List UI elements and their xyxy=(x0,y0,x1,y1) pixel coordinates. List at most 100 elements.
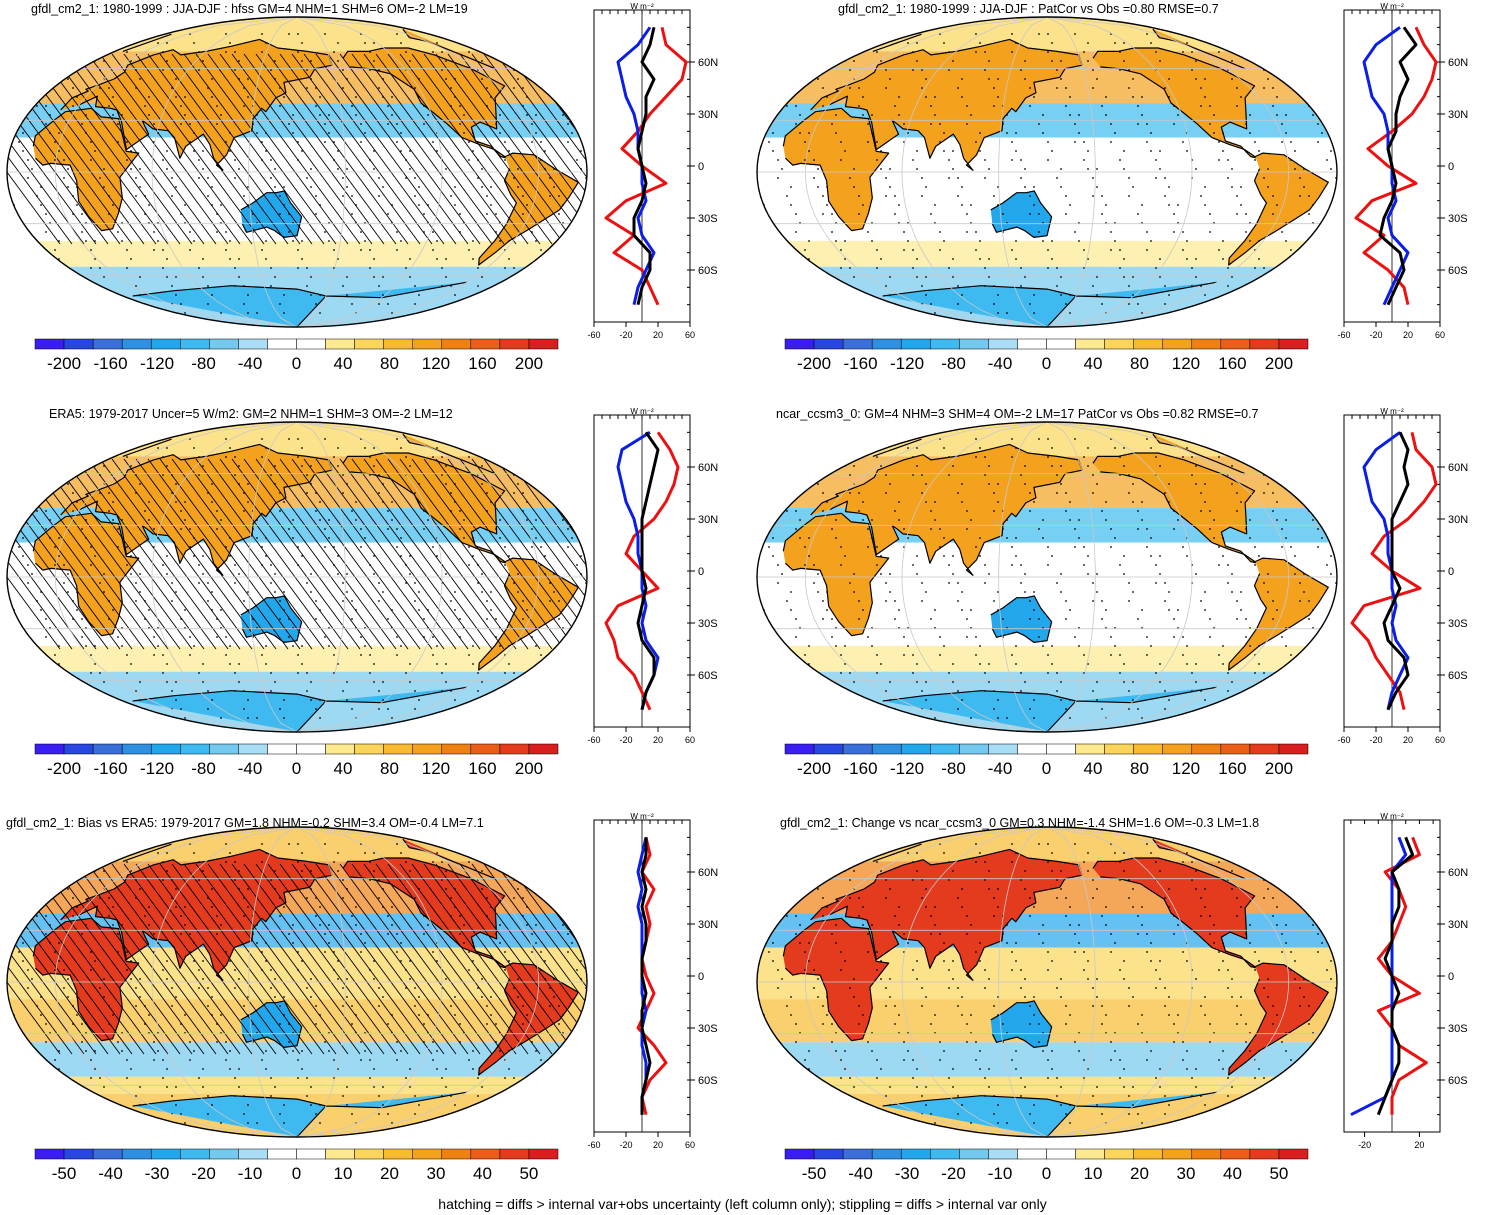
colorbar-tick-label: -80 xyxy=(191,759,216,778)
colorbar-cell xyxy=(150,338,181,350)
colorbar-cell xyxy=(1191,1148,1222,1160)
lat-label: 0 xyxy=(698,161,704,173)
lat-label: 30S xyxy=(1448,1023,1468,1035)
continent-north-america xyxy=(342,857,508,969)
colorbar-cell xyxy=(383,743,413,755)
zonal-series-diff xyxy=(1378,26,1418,306)
colorbar-cell xyxy=(354,1148,384,1160)
colorbar-tick-label: 40 xyxy=(334,759,353,778)
colorbar: -200 -160 -120 -80 -40 0 40 80 120 160 200 xyxy=(784,743,1309,778)
continent-north-america xyxy=(1092,47,1258,159)
colorbar-cell xyxy=(63,743,94,755)
colorbar-tick-label: -200 xyxy=(47,759,81,778)
lat-label: 30N xyxy=(698,109,718,121)
graticule xyxy=(757,422,1337,732)
panel-3: ncar_ccsm3_0: GM=4 NHM=3 SHM=4 OM=-2 LM=… xyxy=(750,405,1485,810)
graticule xyxy=(7,422,587,732)
colorbar-tick-label: -200 xyxy=(797,759,831,778)
x-tick-label: 20 xyxy=(1403,735,1413,745)
field-band xyxy=(757,17,1337,52)
colorbar-cell xyxy=(1046,1148,1076,1160)
colorbar-cell xyxy=(180,743,210,755)
lat-label: 60S xyxy=(1448,1075,1468,1087)
colorbar-tick-label: -160 xyxy=(94,354,128,373)
colorbar-cell xyxy=(1162,743,1193,755)
colorbar-cell xyxy=(784,1148,815,1160)
colorbar-cell xyxy=(528,1148,559,1160)
panel-5: gfdl_cm2_1: Change vs ncar_ccsm3_0 GM=0.… xyxy=(750,810,1485,1215)
colorbar-tick-label: -160 xyxy=(844,759,878,778)
panel-title: ERA5: 1979-2017 Uncer=5 W/m2: GM=2 NHM=1… xyxy=(49,407,453,421)
x-tick-label: -20 xyxy=(1358,1140,1371,1150)
lat-label: 30N xyxy=(1448,919,1468,931)
panel-title: gfdl_cm2_1: Bias vs ERA5: 1979-2017 GM=1… xyxy=(6,816,484,830)
graticule xyxy=(7,827,587,1137)
colorbar-cell xyxy=(383,1148,413,1160)
colorbar-tick-label: 0 xyxy=(292,354,301,373)
x-tick-label: 60 xyxy=(685,330,695,340)
colorbar-cell xyxy=(959,743,989,755)
colorbar-cell xyxy=(1220,743,1251,755)
colorbar-cell xyxy=(354,743,384,755)
colorbar-cell xyxy=(988,338,1018,350)
zonal-mean-plot: W m⁻² 60N 30N 0 30S 60S -60 -20 20 60 xyxy=(587,407,718,745)
colorbar-tick-label: -80 xyxy=(941,759,966,778)
colorbar-cell xyxy=(412,338,443,350)
colorbar-cell xyxy=(1191,743,1222,755)
colorbar-cell xyxy=(959,338,989,350)
colorbar-cell xyxy=(441,338,472,350)
footnote: hatching = diffs > internal var+obs unce… xyxy=(438,1196,1047,1212)
colorbar-cell xyxy=(1278,338,1309,350)
continent-australia xyxy=(990,190,1053,238)
colorbar-tick-label: -40 xyxy=(238,354,263,373)
colorbar-cell xyxy=(34,338,65,350)
panel-title: gfdl_cm2_1: 1980-1999 : JJA-DJF : hfss G… xyxy=(31,2,468,16)
colorbar-tick-label: 160 xyxy=(1218,354,1246,373)
colorbar-cell xyxy=(412,1148,443,1160)
colorbar-cell xyxy=(528,743,559,755)
colorbar-cell xyxy=(900,1148,931,1160)
x-tick-label: 20 xyxy=(653,1140,663,1150)
lat-label: 0 xyxy=(1448,161,1454,173)
colorbar-tick-label: 120 xyxy=(1172,354,1200,373)
colorbar-tick-label: -10 xyxy=(238,1164,263,1183)
lat-label: 0 xyxy=(698,971,704,983)
panel-title: gfdl_cm2_1: Change vs ncar_ccsm3_0 GM=0.… xyxy=(780,816,1260,830)
colorbar-tick-label: -160 xyxy=(94,759,128,778)
colorbar-tick-label: 80 xyxy=(1130,759,1149,778)
x-tick-label: -20 xyxy=(619,735,632,745)
colorbar-tick-label: 30 xyxy=(1177,1164,1196,1183)
units-label: W m⁻² xyxy=(630,812,654,821)
colorbar-tick-label: 120 xyxy=(1172,759,1200,778)
colorbar: -50 -40 -30 -20 -10 0 10 20 30 40 50 xyxy=(784,1148,1309,1183)
colorbar-tick-label: -40 xyxy=(238,759,263,778)
colorbar-tick-label: 120 xyxy=(422,759,450,778)
colorbar-tick-label: 40 xyxy=(334,354,353,373)
colorbar-cell xyxy=(238,743,268,755)
colorbar-cell xyxy=(988,1148,1018,1160)
zonal-series-model xyxy=(1354,26,1438,306)
colorbar-tick-label: 160 xyxy=(468,759,496,778)
colorbar-tick-label: -160 xyxy=(844,354,878,373)
zonal-mean-plot: W m⁻² 60N 30N 0 30S 60S -60 -20 20 60 xyxy=(587,2,718,340)
x-tick-label: 60 xyxy=(685,1140,695,1150)
panel-title: ncar_ccsm3_0: GM=4 NHM=3 SHM=4 OM=-2 LM=… xyxy=(776,407,1259,421)
map xyxy=(756,421,1338,733)
colorbar-cell xyxy=(296,743,326,755)
zonal-series-diff xyxy=(632,26,656,306)
x-tick-label: -60 xyxy=(1337,735,1350,745)
colorbar-cell xyxy=(238,1148,268,1160)
x-tick-label: -60 xyxy=(1337,330,1350,340)
colorbar-cell xyxy=(784,338,815,350)
colorbar-tick-label: -120 xyxy=(890,759,924,778)
colorbar-tick-label: 10 xyxy=(1084,1164,1103,1183)
x-tick-label: 20 xyxy=(1414,1140,1424,1150)
x-tick-label: 60 xyxy=(1435,735,1445,745)
lat-label: 60S xyxy=(698,670,718,682)
continent-africa xyxy=(782,917,890,1042)
colorbar-cell xyxy=(499,338,530,350)
colorbar-cell xyxy=(930,1148,960,1160)
colorbar-cell xyxy=(1249,1148,1280,1160)
map xyxy=(756,826,1338,1138)
colorbar-cell xyxy=(1104,338,1134,350)
